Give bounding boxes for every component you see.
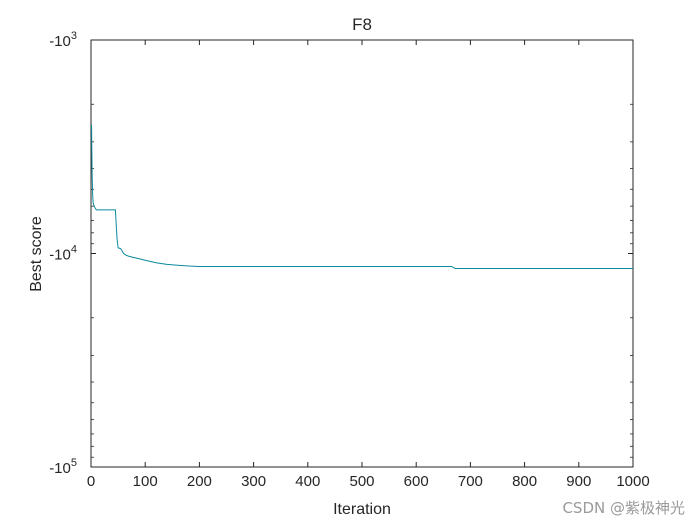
plot-area — [90, 39, 634, 468]
x-tick-label: 500 — [349, 473, 374, 490]
y-axis-label: Best score — [28, 216, 45, 292]
y-tick-label: -103 — [49, 30, 77, 50]
x-tick-label: 600 — [404, 473, 429, 490]
x-tick-label: 200 — [187, 473, 212, 490]
x-tick-label: 700 — [458, 473, 483, 490]
x-axis-label: Iteration — [333, 501, 391, 518]
chart-title: F8 — [352, 15, 372, 34]
watermark: CSDN @紫极神光 — [562, 499, 685, 517]
x-tick-label: 400 — [295, 473, 320, 490]
x-tick-labels: 0 100 200 300 400 500 600 700 800 900 1000 — [87, 473, 650, 490]
x-tick-label: 1000 — [616, 473, 649, 490]
x-tick-label: 800 — [512, 473, 537, 490]
tick-marks — [90, 39, 634, 468]
y-tick-labels: -103 -104 -105 — [49, 30, 77, 477]
x-tick-label: 100 — [133, 473, 158, 490]
x-tick-label: 900 — [566, 473, 591, 490]
x-tick-label: 0 — [87, 473, 95, 490]
y-tick-label: -105 — [49, 457, 77, 477]
x-tick-label: 300 — [241, 473, 266, 490]
series-line — [91, 124, 633, 269]
y-tick-label: -104 — [49, 244, 77, 264]
